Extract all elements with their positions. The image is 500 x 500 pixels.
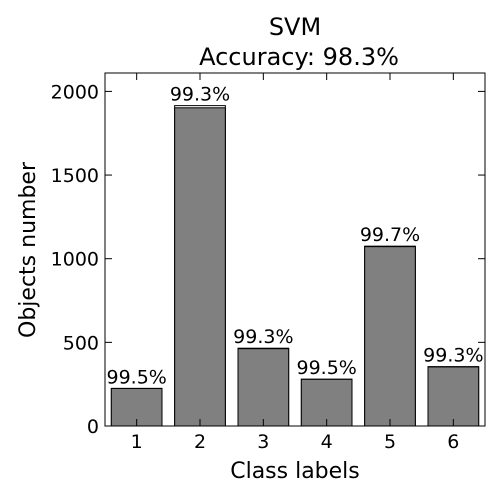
x-axis: 1 2 3 4 5 6 <box>131 73 459 453</box>
bar-label-2: 99.3% <box>170 84 230 106</box>
x-tick-label-6: 6 <box>447 431 459 453</box>
y-tick-label-1500: 1500 <box>51 165 99 187</box>
bar-correct-4 <box>300 378 353 427</box>
x-tick-label-5: 5 <box>384 431 396 453</box>
chart-title: SVM <box>269 13 321 41</box>
x-tick-label-4: 4 <box>321 431 333 453</box>
bar-correct-3 <box>237 348 290 427</box>
chart-subtitle: Accuracy: 98.3% <box>199 43 399 71</box>
bar-correct-5 <box>364 246 416 427</box>
y-tick-label-500: 500 <box>63 332 99 354</box>
bar-label-3: 99.3% <box>233 326 293 348</box>
plot-frame <box>104 72 486 427</box>
bar-label-6: 99.3% <box>423 345 483 367</box>
x-axis-label: Class labels <box>230 459 360 484</box>
bar-label-4: 99.5% <box>296 357 356 379</box>
y-tick-label-2000: 2000 <box>51 81 99 103</box>
bar-label-5: 99.7% <box>360 224 420 246</box>
bar-correct-2 <box>174 107 226 427</box>
x-tick-label-3: 3 <box>257 431 269 453</box>
x-tick-label-1: 1 <box>131 431 143 453</box>
y-axis: 0 500 1000 1500 2000 <box>51 81 485 438</box>
y-axis-label: Objects number <box>16 161 41 338</box>
y-tick-label-1000: 1000 <box>51 249 99 271</box>
x-tick-label-2: 2 <box>194 431 206 453</box>
bar-label-1: 99.5% <box>106 366 166 388</box>
bar-labels-layer: 99.5%99.3%99.3%99.5%99.7%99.3% <box>106 84 483 389</box>
y-tick-label-0: 0 <box>87 416 99 438</box>
bars-layer <box>110 105 480 427</box>
bar-correct-6 <box>427 366 480 427</box>
